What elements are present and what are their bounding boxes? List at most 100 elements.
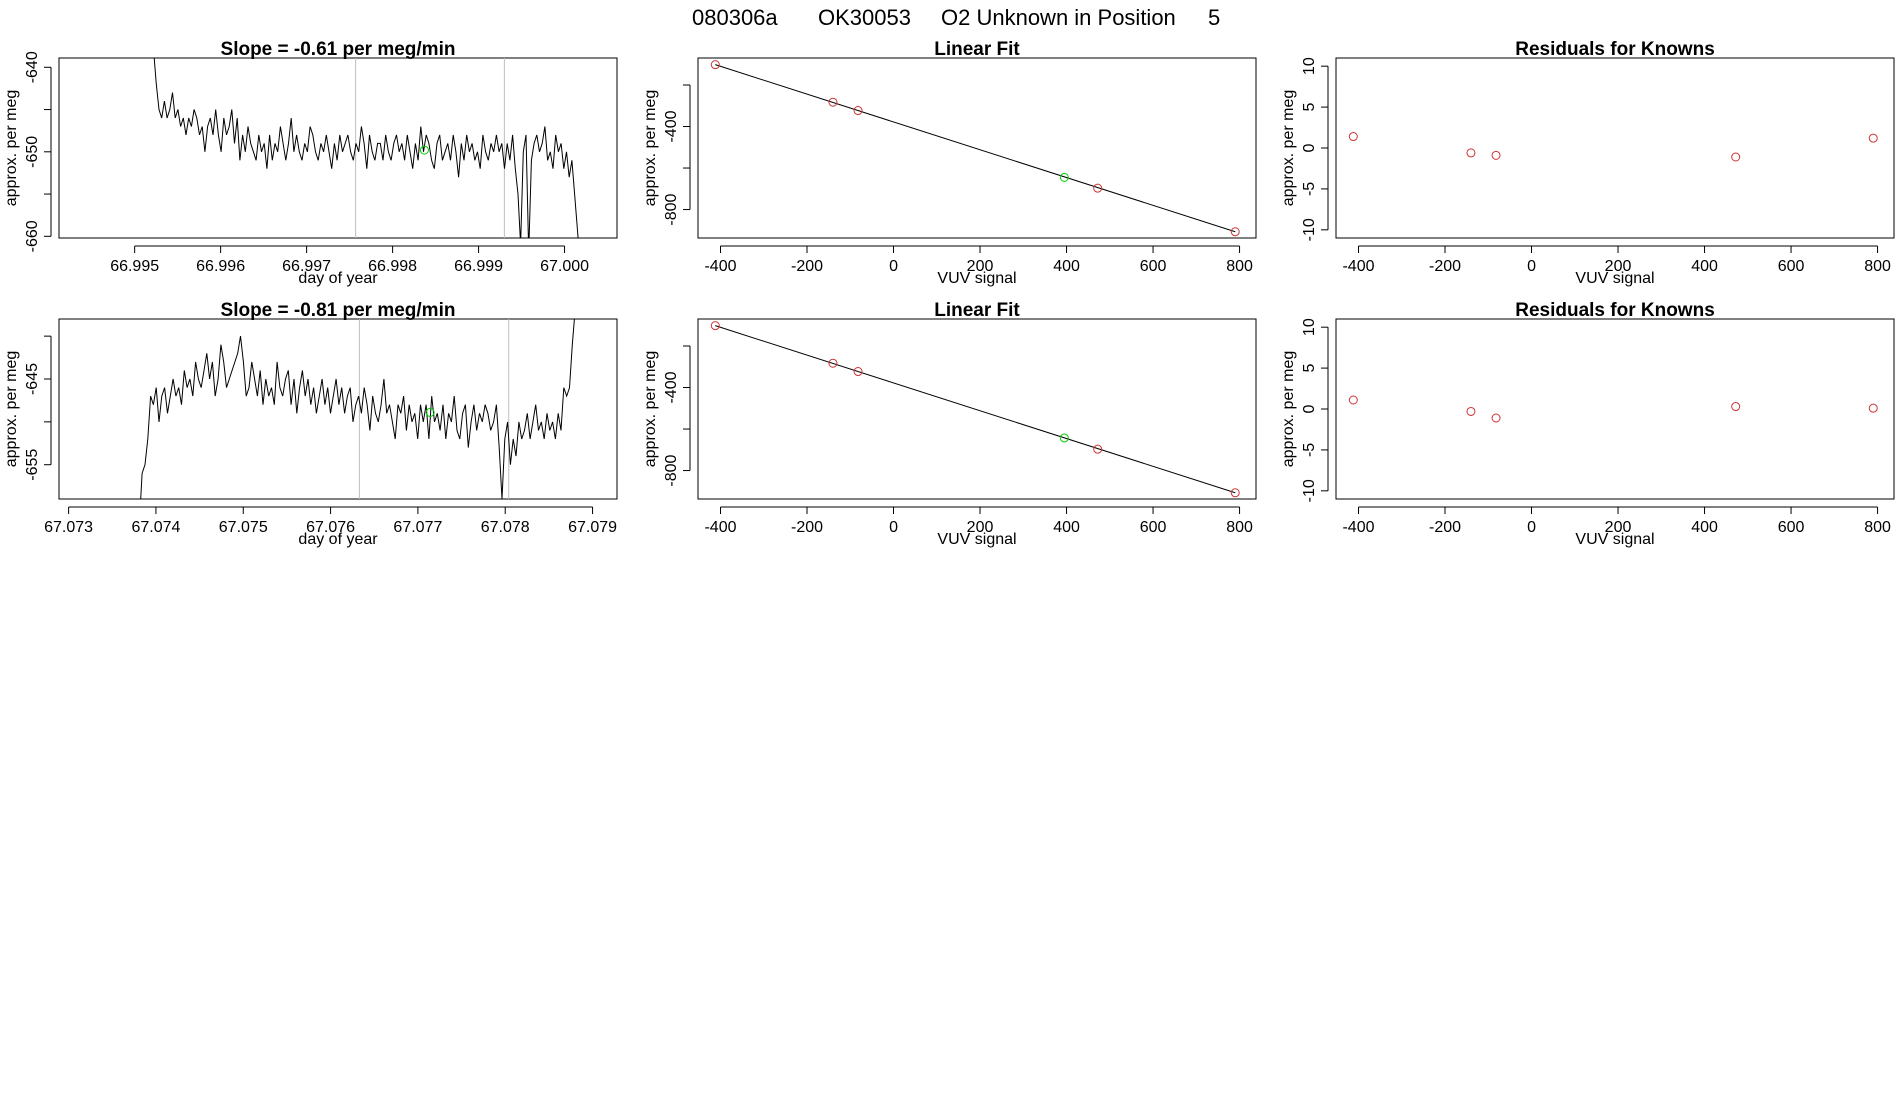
x-tick-label: -200 xyxy=(1429,258,1461,275)
chart-panel-p4: Slope = -0.81 per meg/min 67.073 67.074 67.… xyxy=(3,300,618,548)
chart-panel-p5: Linear Fit -400 -200 0 200 400 600 800 VUV signa… xyxy=(642,300,1257,548)
known-point xyxy=(1348,132,1358,142)
x-axis-label: VUV signal xyxy=(937,531,1016,548)
x-tick-label: -200 xyxy=(791,258,823,275)
x-tick-label: 66.997 xyxy=(282,258,331,275)
plot-box xyxy=(58,318,618,500)
known-point xyxy=(1230,488,1240,498)
x-tick-label: 400 xyxy=(1691,519,1718,536)
x-tick-label: 67.078 xyxy=(481,519,530,536)
x-tick-label: 67.075 xyxy=(219,519,268,536)
known-point xyxy=(853,106,863,116)
plot-area xyxy=(140,319,575,499)
plot-box xyxy=(1335,318,1895,500)
x-tick-label: -400 xyxy=(704,258,736,275)
x-tick-label: 0 xyxy=(889,258,898,275)
x-tick-label: -200 xyxy=(791,519,823,536)
panel-title: Slope = -0.61 per meg/min xyxy=(221,39,456,60)
x-tick-label: 0 xyxy=(1527,519,1536,536)
title-position: 5 xyxy=(1208,5,1220,30)
known-point xyxy=(1491,413,1501,423)
known-point xyxy=(1466,406,1476,416)
y-tick-label: 0 xyxy=(1301,404,1318,413)
plot-area xyxy=(710,60,1240,237)
x-tick-label: 600 xyxy=(1140,519,1167,536)
y-tick-label: 10 xyxy=(1301,57,1318,75)
known-point xyxy=(1868,133,1878,143)
panel-title: Slope = -0.81 per meg/min xyxy=(221,300,456,321)
x-tick-label: 600 xyxy=(1778,258,1805,275)
x-tick-label: 200 xyxy=(967,519,994,536)
x-axis-label: day of year xyxy=(298,531,378,548)
fit-line xyxy=(715,325,1236,494)
y-axis-label: approx. per meg xyxy=(3,351,20,468)
y-axis-label: approx. per meg xyxy=(3,90,20,207)
y-tick-label: -10 xyxy=(1301,479,1318,502)
known-point xyxy=(853,367,863,377)
fit-line xyxy=(715,64,1236,233)
x-tick-label: 67.079 xyxy=(568,519,617,536)
known-point xyxy=(1093,444,1103,454)
known-point xyxy=(828,358,838,368)
x-tick-label: 600 xyxy=(1778,519,1805,536)
y-tick-label: -400 xyxy=(663,110,680,142)
known-point xyxy=(710,321,720,331)
panel-title: Linear Fit xyxy=(934,39,1020,60)
y-tick-label: -400 xyxy=(663,371,680,403)
title-tank-id: OK30053 xyxy=(818,5,911,30)
x-tick-label: 400 xyxy=(1053,519,1080,536)
title-run-id: 080306a xyxy=(692,5,778,30)
panel-title: Linear Fit xyxy=(934,300,1020,321)
plot-area xyxy=(710,321,1240,498)
x-tick-label: 0 xyxy=(889,519,898,536)
known-point xyxy=(710,60,720,70)
y-tick-label: -645 xyxy=(24,363,41,395)
y-tick-label: -10 xyxy=(1301,218,1318,241)
plot-box xyxy=(697,57,1257,239)
unknown-point xyxy=(1059,433,1069,443)
y-tick-label: -650 xyxy=(24,136,41,168)
y-tick-label: 5 xyxy=(1301,364,1318,373)
unknown-point xyxy=(419,145,429,155)
x-tick-label: 800 xyxy=(1864,258,1891,275)
x-tick-label: 600 xyxy=(1140,258,1167,275)
plot-area xyxy=(153,58,579,238)
series-line xyxy=(153,58,579,238)
y-tick-label: 10 xyxy=(1301,318,1318,336)
y-tick-label: -800 xyxy=(663,193,680,225)
known-point xyxy=(1731,402,1741,412)
plot-box xyxy=(58,57,618,239)
y-tick-label: -5 xyxy=(1301,182,1318,196)
chart-panel-p2: Linear Fit -400 -200 0 200 400 600 800 VUV signa… xyxy=(642,39,1257,287)
plot-area xyxy=(1348,132,1878,162)
x-tick-label: 800 xyxy=(1226,519,1253,536)
x-tick-label: -400 xyxy=(1342,258,1374,275)
x-tick-label: 200 xyxy=(967,258,994,275)
x-tick-label: 200 xyxy=(1605,519,1632,536)
plot-area xyxy=(1348,395,1878,423)
x-tick-label: 0 xyxy=(1527,258,1536,275)
y-tick-label: -640 xyxy=(24,51,41,83)
chart-panel-p6: Residuals for Knowns -400 -200 0 200 400 600 80… xyxy=(1280,300,1895,548)
x-axis-label: VUV signal xyxy=(1575,531,1654,548)
known-point xyxy=(1466,148,1476,158)
known-point xyxy=(1731,152,1741,162)
y-axis-label: approx. per meg xyxy=(1280,351,1297,468)
unknown-point xyxy=(425,407,435,417)
y-tick-label: -5 xyxy=(1301,443,1318,457)
x-tick-label: -400 xyxy=(1342,519,1374,536)
x-axis-label: VUV signal xyxy=(1575,270,1654,287)
x-tick-label: 67.073 xyxy=(44,519,93,536)
chart-panel-p1: Slope = -0.61 per meg/min 66.995 66.996 66.… xyxy=(3,39,618,287)
x-axis-label: day of year xyxy=(298,270,378,287)
known-point xyxy=(1868,403,1878,413)
chart-panel-p3: Residuals for Knowns -400 -200 0 200 400 600 80… xyxy=(1280,39,1895,287)
x-tick-label: 66.996 xyxy=(196,258,245,275)
x-tick-label: 400 xyxy=(1691,258,1718,275)
x-tick-label: 66.998 xyxy=(368,258,417,275)
y-tick-label: 5 xyxy=(1301,103,1318,112)
panel-title: Residuals for Knowns xyxy=(1515,300,1715,321)
x-tick-label: -400 xyxy=(704,519,736,536)
plot-box xyxy=(697,318,1257,500)
